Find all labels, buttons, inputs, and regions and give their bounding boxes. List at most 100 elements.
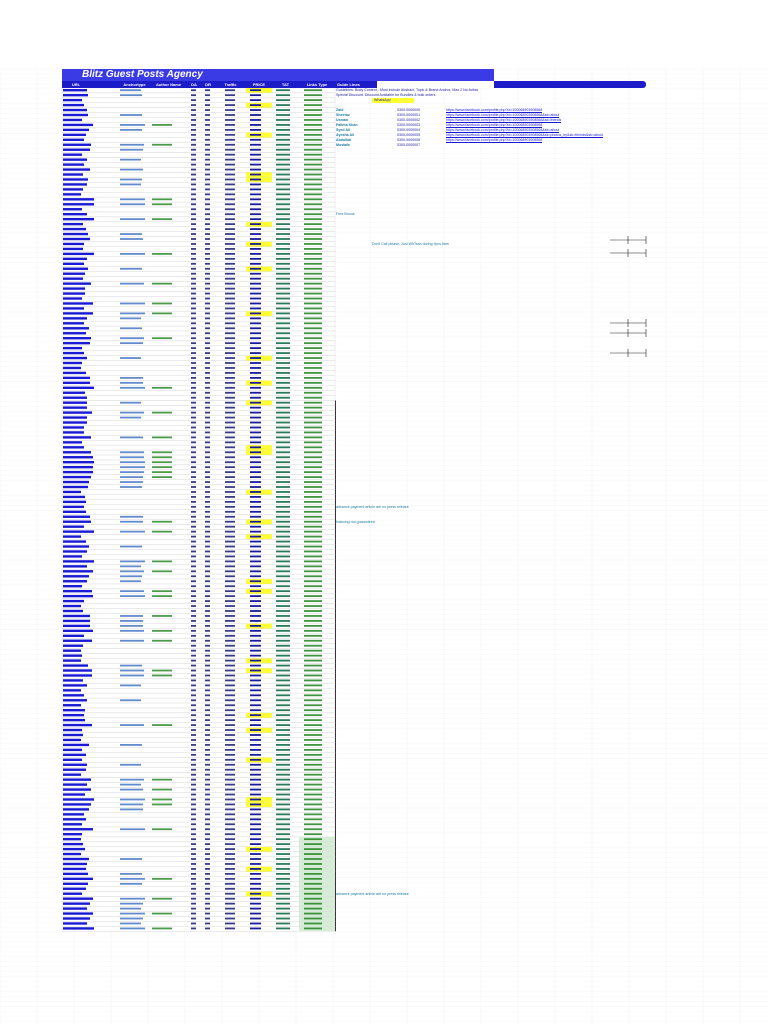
contact-name: Usman [336,118,348,122]
table-row [61,271,336,277]
table-row [61,360,336,366]
table-row [61,216,336,223]
table-row [61,856,336,862]
table-row [61,370,336,376]
table-row [61,172,336,178]
table-row [61,742,336,748]
contact-name: Fatima Khan [336,123,358,127]
table-row [61,484,336,490]
header-da[interactable]: DA [187,81,201,88]
header-anchortype[interactable]: Anchortype [119,81,150,88]
table-row [61,385,336,391]
table-row [61,196,336,203]
side-note: Don't Call please, Just WhTsan during 9p… [372,241,449,246]
side-note: advance payment article are no press rel… [336,891,409,896]
table-row [61,127,336,133]
table-row [61,415,336,421]
table-row [61,876,336,882]
cell-border-mark [610,249,647,257]
contact-link[interactable]: https://www.facebook.com/profile.php?id=… [446,118,562,122]
table-row [61,420,336,426]
contact-link[interactable]: https://www.facebook.com/profile.php?id=… [446,128,560,132]
table-row [61,752,336,758]
table-row [61,311,336,317]
table-row [61,564,336,570]
table-row [61,583,336,590]
table-row [61,157,336,163]
table-row [61,926,336,932]
table-row [61,435,336,441]
table-row [61,226,336,232]
table-row [61,430,336,436]
table-row [61,727,336,733]
header-author[interactable]: Author Name [150,81,187,88]
contact-phone: 0300-0000001 [397,113,421,117]
table-row [61,519,336,525]
header-extension [494,81,646,88]
table-row [61,851,336,857]
side-note: advance payment article are no press rel… [336,504,409,509]
table-row [61,688,336,694]
header-dr[interactable]: DR [201,81,215,88]
table-row [61,593,336,600]
table-row [61,578,336,585]
table-row [61,816,336,823]
header-url[interactable]: URL [62,81,90,88]
table-row [61,797,336,803]
table-row [61,539,336,545]
table-row [61,236,336,242]
table-row [61,266,336,272]
table-row [61,211,336,218]
contact-name: Abdullah [336,138,352,142]
contact-link[interactable]: https://www.facebook.com/profile.php?id=… [446,133,604,137]
contact-link[interactable]: https://www.facebook.com/profile.php?id=… [446,113,560,117]
table-row [61,712,336,719]
table-row [61,514,336,520]
contact-phone: 0300-0000007 [397,143,421,147]
sheet-title-banner: Blitz Guest Posts Agency [62,69,494,81]
table-row [61,633,336,639]
table-row [61,350,336,356]
table-row [61,653,336,659]
table-row [61,792,336,798]
table-row [61,231,336,237]
contact-link[interactable]: https://www.facebook.com/profile.php?id=… [446,108,543,112]
contact-link[interactable]: https://www.facebook.com/profile.php?id=… [446,138,543,142]
table-row [61,479,336,485]
contact-phone: 0300-0000003 [397,123,421,127]
table-row [61,663,336,669]
table-row [61,345,336,352]
header-traffic[interactable]: Traffic [215,81,246,88]
table-row [61,375,336,381]
table-row [61,529,336,535]
header-links-type[interactable]: Links Type [299,81,335,88]
contact-link[interactable]: https://www.facebook.com/profile.php?id=… [446,123,543,127]
table-row [61,821,336,828]
header-price[interactable]: PRICE [246,81,272,88]
table-row [61,92,336,99]
table-row [61,573,336,580]
table-row [61,861,336,867]
table-row [61,896,336,902]
table-row [61,777,336,783]
table-row [61,192,336,198]
table-row [61,554,336,560]
side-note: Free Bonus [336,212,355,216]
sheet-rows [61,87,336,932]
table-row [61,251,336,257]
table-row [61,395,336,401]
cell-border-mark [610,349,647,357]
table-row [61,97,336,104]
table-row [61,618,336,624]
header-tat[interactable]: TAT [272,81,299,88]
contact-name: Zaid [336,108,344,112]
table-row [61,732,336,738]
table-row [61,846,336,852]
table-row [61,717,336,724]
header-guidelines[interactable]: Guide Lines [335,81,377,88]
table-row [61,400,336,406]
table-row [61,881,336,887]
table-row [61,330,336,337]
